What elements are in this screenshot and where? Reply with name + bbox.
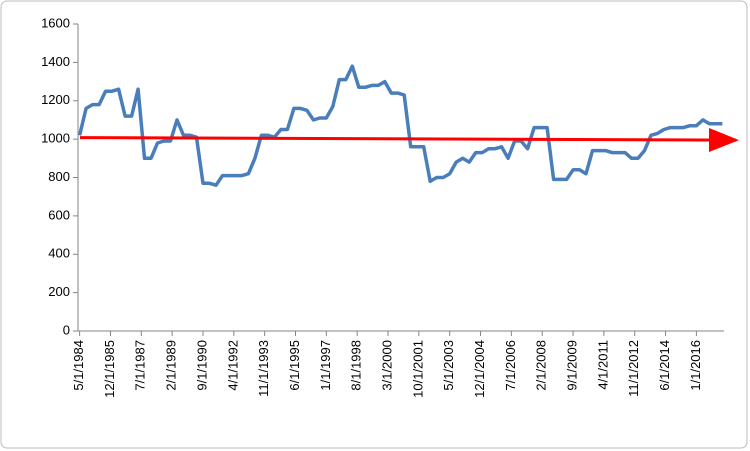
- x-tick-label: 3/1/2000: [379, 340, 394, 391]
- y-tick-label: 0: [63, 322, 70, 337]
- x-tick-label: 7/1/1987: [133, 340, 148, 391]
- x-tick-label: 1/1/2016: [688, 340, 703, 391]
- y-tick-label: 1400: [41, 54, 70, 69]
- x-tick-label: 6/1/2014: [657, 340, 672, 391]
- data-line: [77, 64, 723, 187]
- y-tick-label: 1200: [41, 92, 70, 107]
- x-tick-label: 4/1/2011: [595, 340, 610, 390]
- y-tick-label: 200: [48, 284, 70, 299]
- x-tick-label: 12/1/2004: [472, 340, 487, 398]
- x-tick-label: 5/1/2003: [441, 340, 456, 391]
- x-tick-label: 6/1/1995: [287, 340, 302, 391]
- x-tick-label: 11/1/1993: [256, 340, 271, 397]
- x-tick-label: 10/1/2001: [410, 340, 425, 398]
- y-tick-label: 800: [48, 169, 70, 184]
- y-tick-label: 600: [48, 207, 70, 222]
- x-tick-label: 11/1/2012: [626, 340, 641, 397]
- x-tick-label: 9/1/2009: [564, 340, 579, 391]
- x-tick-label: 9/1/1990: [194, 340, 209, 391]
- x-tick-label: 4/1/1992: [225, 340, 240, 391]
- y-tick-label: 400: [48, 246, 70, 261]
- x-tick-label: 2/1/1989: [164, 340, 179, 391]
- x-tick-label: 2/1/2008: [534, 340, 549, 391]
- x-tick-label: 8/1/1998: [349, 340, 364, 391]
- x-tick-label: 7/1/2006: [503, 340, 518, 391]
- reference-arrow: [79, 127, 739, 152]
- x-tick-label: 5/1/1984: [71, 340, 86, 391]
- y-tick-label: 1600: [41, 15, 70, 30]
- x-tick-label: 1/1/1997: [318, 340, 333, 391]
- y-tick-label: 1000: [41, 131, 70, 146]
- x-tick-label: 12/1/1985: [102, 340, 117, 398]
